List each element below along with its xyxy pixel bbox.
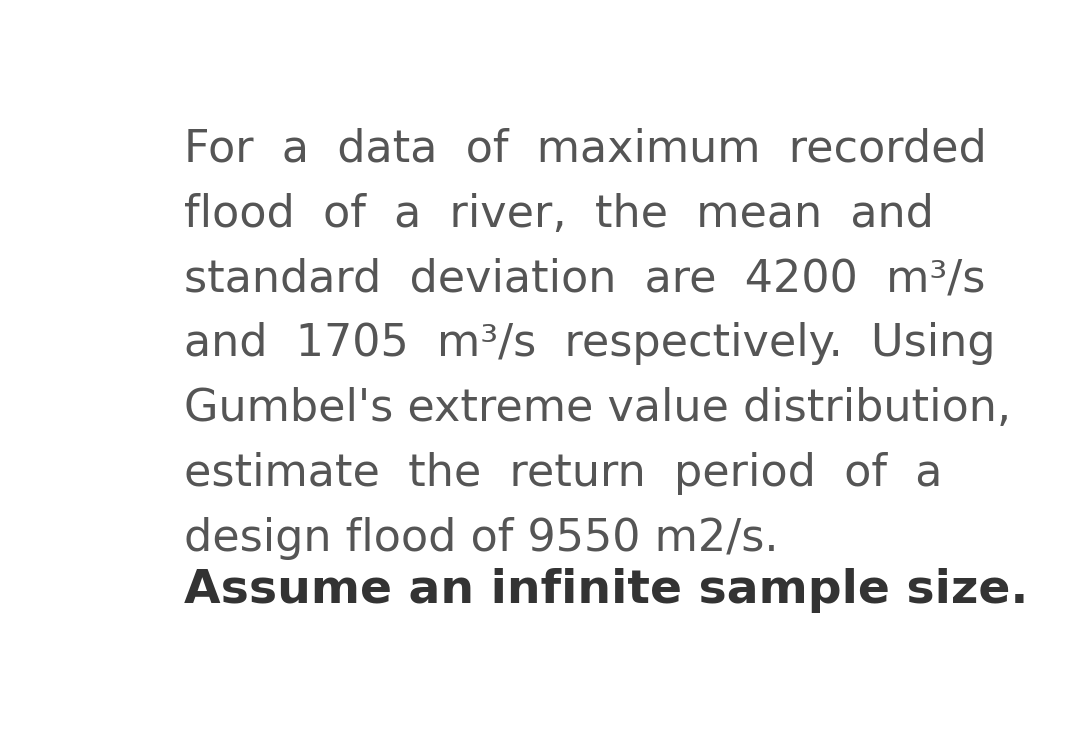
Text: For  a  data  of  maximum  recorded: For a data of maximum recorded bbox=[184, 128, 986, 171]
Text: standard  deviation  are  4200  m³/s: standard deviation are 4200 m³/s bbox=[184, 258, 985, 301]
Text: Gumbel's extreme value distribution,: Gumbel's extreme value distribution, bbox=[184, 387, 1011, 430]
Text: Assume an infinite sample size.: Assume an infinite sample size. bbox=[184, 568, 1028, 613]
Text: and  1705  m³/s  respectively.  Using: and 1705 m³/s respectively. Using bbox=[184, 323, 995, 365]
Text: flood  of  a  river,  the  mean  and: flood of a river, the mean and bbox=[184, 193, 933, 235]
Text: estimate  the  return  period  of  a: estimate the return period of a bbox=[184, 452, 942, 495]
Text: design flood of 9550 m2/s.: design flood of 9550 m2/s. bbox=[184, 517, 778, 560]
